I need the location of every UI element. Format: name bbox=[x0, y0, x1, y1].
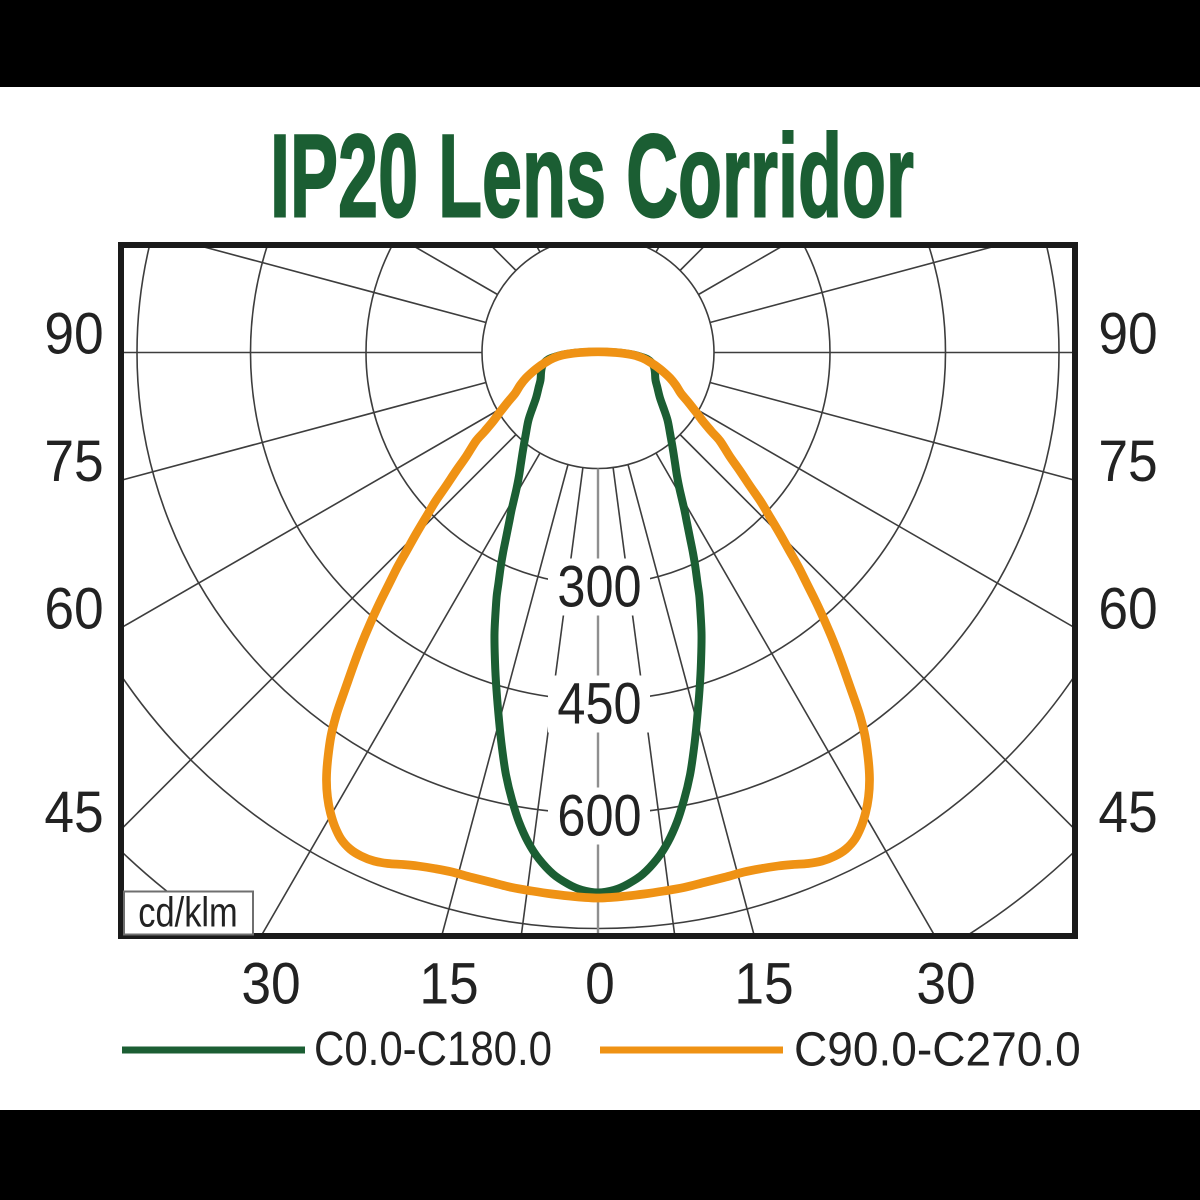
svg-text:cd/klm: cd/klm bbox=[138, 889, 237, 936]
svg-text:450: 450 bbox=[557, 671, 641, 736]
svg-text:60: 60 bbox=[1098, 576, 1157, 641]
svg-text:75: 75 bbox=[44, 429, 103, 494]
svg-text:15: 15 bbox=[419, 951, 478, 1016]
svg-text:600: 600 bbox=[557, 783, 641, 848]
svg-text:0: 0 bbox=[585, 951, 615, 1016]
svg-text:75: 75 bbox=[1098, 429, 1157, 494]
svg-text:45: 45 bbox=[44, 780, 103, 845]
svg-text:300: 300 bbox=[557, 554, 641, 619]
svg-text:45: 45 bbox=[1098, 780, 1157, 845]
svg-text:C0.0-C180.0: C0.0-C180.0 bbox=[314, 1021, 552, 1075]
svg-text:90: 90 bbox=[1098, 301, 1157, 366]
svg-text:30: 30 bbox=[916, 951, 975, 1016]
svg-text:IP20 Lens Corridor: IP20 Lens Corridor bbox=[270, 110, 914, 242]
svg-text:30: 30 bbox=[241, 951, 300, 1016]
svg-text:C90.0-C270.0: C90.0-C270.0 bbox=[794, 1021, 1081, 1075]
svg-text:60: 60 bbox=[44, 576, 103, 641]
svg-text:15: 15 bbox=[734, 951, 793, 1016]
svg-text:90: 90 bbox=[44, 301, 103, 366]
